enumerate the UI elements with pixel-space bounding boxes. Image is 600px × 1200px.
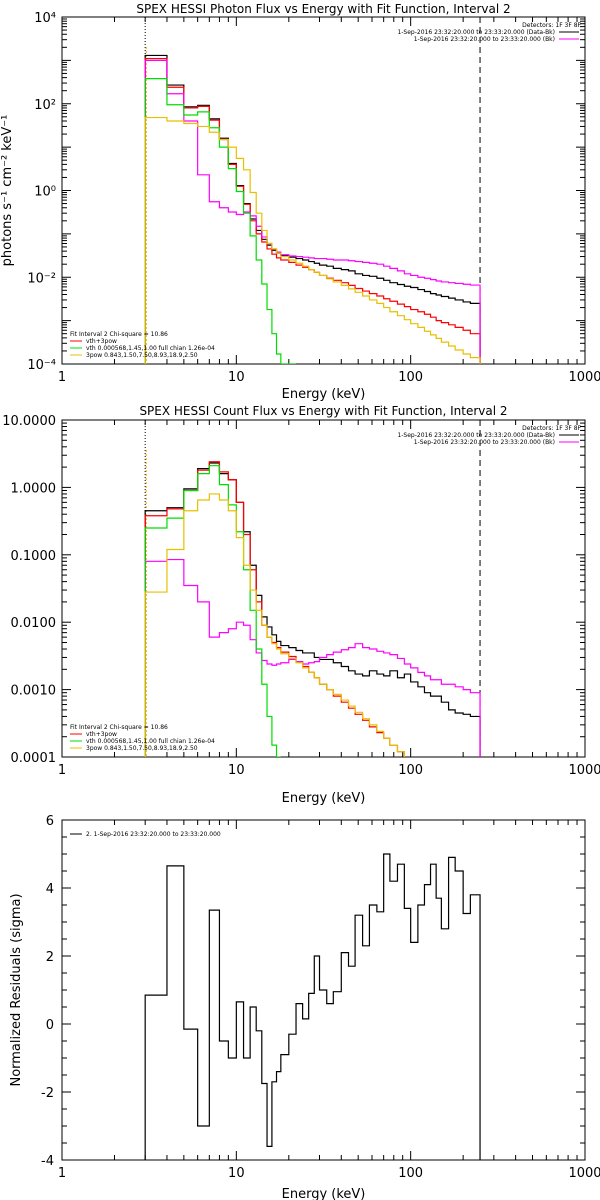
y-tick-label: 6 <box>46 814 54 829</box>
series-1-line <box>144 54 481 364</box>
x-tick-label: 10 <box>228 370 245 385</box>
x-axis-label: Energy (keV) <box>282 1187 366 1200</box>
x-tick-label: 10 <box>228 763 245 778</box>
series-1-line <box>144 853 481 1160</box>
x-tick-label: 100 <box>398 370 423 385</box>
x-tick-label: 100 <box>398 763 423 778</box>
y-tick-label: 10⁴ <box>34 11 56 26</box>
y-tick-label: 10.0000 <box>2 414 56 429</box>
legend-text: vth 0.000568,1.45,1.00 full chian 1.26e-… <box>86 738 215 745</box>
chart-title: SPEX HESSI Count Flux vs Energy with Fit… <box>139 404 507 418</box>
x-axis-label: Energy (keV) <box>282 791 366 806</box>
legend-text: vth+3pow <box>86 731 117 738</box>
y-axis-label: Normalized Residuals (sigma) <box>9 893 24 1086</box>
legend-text: vth 0.000568,1.45,1.00 full chian 1.26e-… <box>86 345 215 352</box>
legend-text: 1-Sep-2016 23:32:20.000 to 23:33:20.000 … <box>397 29 555 36</box>
legend-text: vth+3pow <box>86 338 117 345</box>
legend-text: 3pow 0.843,1.50,7.50,8.93,18.9,2.50 <box>86 352 198 359</box>
y-axis-label: photons s⁻¹ cm⁻² keV⁻¹ <box>0 115 15 267</box>
y-tick-label: 0.0001 <box>11 751 57 766</box>
panel-3: 1 10 100 1000 Energy (keV) -4 -2 0 2 4 6 Normalized… <box>9 814 600 1200</box>
x-tick-label: 100 <box>398 1166 423 1181</box>
y-tick-label: 4 <box>46 882 54 897</box>
series-5-line <box>144 493 405 757</box>
series-3-line <box>144 59 481 364</box>
y-tick-label: -2 <box>41 1086 54 1101</box>
legend-text: Fit Interval 2 Chi-square = 10.86 <box>70 724 168 731</box>
y-tick-label: 2 <box>46 950 54 965</box>
panel-1: 1 10 100 1000 Energy (keV) 10⁻⁴ 10⁻² 10⁰ 10² 10⁴ p… <box>0 2 600 402</box>
legend-text: 3pow 0.843,1.50,7.50,8.93,18.9,2.50 <box>86 745 198 752</box>
legend-text: Detectors: 1F 3F 8F <box>522 425 581 432</box>
panel-2: 1 10 100 1000 Energy (keV) 0.0001 0.0010 0.0100… <box>2 404 600 806</box>
series-4-line <box>144 465 281 757</box>
y-tick-label: 0 <box>46 1018 54 1033</box>
chart-title: SPEX HESSI Photon Flux vs Energy with Fi… <box>136 2 510 16</box>
series-3-line <box>144 558 481 757</box>
series-4-line <box>144 78 297 364</box>
series-1-line <box>144 462 481 757</box>
y-tick-label: 10⁰ <box>34 185 56 200</box>
y-tick-label: 10⁻² <box>27 271 56 286</box>
x-tick-label: 1000 <box>568 763 600 778</box>
y-tick-label: -4 <box>41 1154 54 1169</box>
plot-frame <box>61 16 586 365</box>
series-5-line <box>144 116 481 364</box>
x-axis-label: Energy (keV) <box>282 387 366 402</box>
y-tick-label: 0.1000 <box>11 549 57 564</box>
series-2-line <box>144 57 481 364</box>
x-tick-label: 1 <box>58 763 66 778</box>
y-tick-label: 0.0010 <box>11 684 57 699</box>
legend-text: 1-Sep-2016 23:32:20.000 to 23:33:20.000 … <box>414 439 555 446</box>
x-tick-label: 1000 <box>568 370 600 385</box>
legend-text: 1-Sep-2016 23:32:20.000 to 23:33:20.000 … <box>397 432 555 439</box>
y-tick-label: 10² <box>34 98 56 113</box>
y-tick-label: 10⁻⁴ <box>27 358 56 373</box>
y-tick-label: 1.0000 <box>11 481 57 496</box>
plot-frame <box>61 419 586 758</box>
legend-text: Fit Interval 2 Chi-square = 10.86 <box>70 331 168 338</box>
legend-text: Detectors: 1F 3F 8F <box>522 22 581 29</box>
x-tick-label: 1000 <box>568 1166 600 1181</box>
series-2-line <box>144 461 405 757</box>
x-tick-label: 10 <box>228 1166 245 1181</box>
legend-text: 2. 1-Sep-2016 23:32:20.000 to 23:33:20.0… <box>86 831 221 838</box>
legend-text: 1-Sep-2016 23:32:20.000 to 23:33:20.000 … <box>414 36 555 43</box>
y-tick-label: 0.0100 <box>11 616 57 631</box>
x-tick-label: 1 <box>58 1166 66 1181</box>
x-tick-label: 1 <box>58 370 66 385</box>
